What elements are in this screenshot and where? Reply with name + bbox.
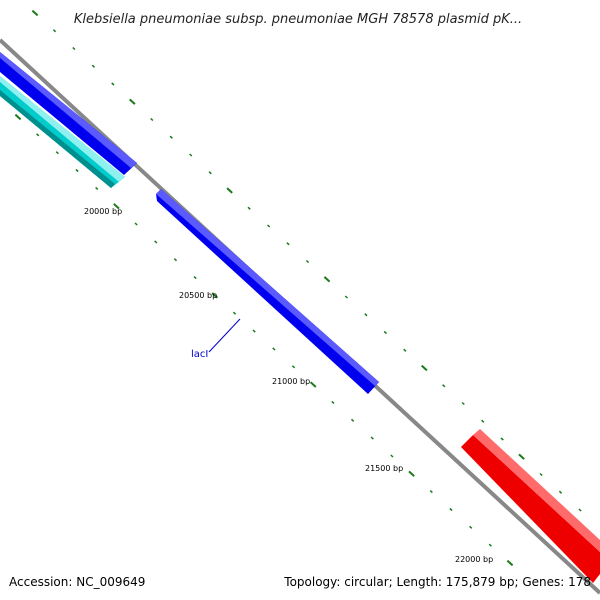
minor-tick-mark <box>95 186 99 190</box>
gene-arrow-highlight <box>156 189 379 386</box>
gene-arrow-highlight <box>473 429 600 552</box>
minor-tick-mark <box>429 490 433 494</box>
minor-tick-mark <box>52 29 57 33</box>
minor-tick-mark <box>383 330 387 335</box>
tick-label-21000: 21000 bp <box>272 377 310 386</box>
minor-tick-mark <box>539 472 543 477</box>
minor-tick-mark <box>481 419 485 423</box>
genome-summary-text: Topology: circular; Length: 175,879 bp; … <box>283 575 591 589</box>
minor-tick-mark <box>75 168 79 173</box>
minor-tick-mark <box>193 276 197 280</box>
minor-tick-mark <box>247 206 251 210</box>
minor-tick-mark <box>390 454 394 458</box>
major-tick-mark <box>14 113 22 121</box>
minor-tick-mark <box>500 437 504 441</box>
minor-tick-mark <box>291 365 296 369</box>
minor-tick-mark <box>370 436 374 440</box>
minor-tick-mark <box>252 329 256 333</box>
minor-tick-mark <box>558 490 563 494</box>
gene-label-leader <box>208 318 241 353</box>
gene-feature-1[interactable] <box>0 52 137 175</box>
minor-tick-mark <box>578 508 582 512</box>
gene-arrow-highlight <box>0 52 137 168</box>
major-tick-mark <box>309 381 317 388</box>
minor-tick-mark <box>173 258 178 262</box>
gene-arrow-highlight <box>0 76 125 182</box>
minor-tick-mark <box>208 171 212 175</box>
major-tick-mark <box>129 98 136 105</box>
minor-tick-mark <box>91 64 96 68</box>
minor-tick-mark <box>305 259 310 264</box>
minor-tick-mark <box>488 543 492 547</box>
gene-feature-2[interactable] <box>0 76 125 188</box>
gene-arrow-shadow <box>0 90 115 188</box>
minor-tick-mark <box>111 82 115 86</box>
minor-tick-mark <box>169 135 173 139</box>
minor-tick-mark <box>189 153 193 157</box>
minor-tick-mark <box>72 46 76 51</box>
major-tick-mark <box>31 9 39 17</box>
minor-tick-mark <box>403 348 407 352</box>
minor-tick-mark <box>286 242 290 246</box>
minor-tick-mark <box>232 311 237 315</box>
gene-feature-4[interactable] <box>461 429 600 583</box>
gene-label-lacI[interactable]: lacI <box>191 349 208 360</box>
major-tick-mark <box>506 559 514 567</box>
minor-tick-mark <box>154 240 158 244</box>
major-tick-mark <box>113 203 120 210</box>
gene-arrow-body <box>461 435 600 583</box>
minor-tick-mark <box>461 401 465 406</box>
minor-tick-mark <box>449 507 453 512</box>
tick-label-20000: 20000 bp <box>84 207 122 216</box>
minor-tick-mark <box>331 400 335 404</box>
accession-text: Accession: NC_009649 <box>9 575 145 589</box>
major-tick-mark <box>518 453 525 460</box>
minor-tick-mark <box>350 418 355 422</box>
minor-tick-mark <box>344 295 349 299</box>
major-tick-mark <box>211 292 219 299</box>
major-tick-mark <box>421 364 428 372</box>
minor-tick-mark <box>469 525 473 529</box>
gene-feature-lacI[interactable] <box>156 189 379 394</box>
tick-label-22000: 22000 bp <box>455 555 493 564</box>
minor-tick-mark <box>272 347 276 351</box>
minor-tick-mark <box>266 224 271 228</box>
minor-tick-mark <box>150 117 154 122</box>
minor-tick-mark <box>36 133 40 137</box>
major-tick-mark <box>323 276 331 283</box>
tick-label-21500: 21500 bp <box>365 464 403 473</box>
inner-tick-track <box>14 113 514 567</box>
minor-tick-mark <box>134 222 138 226</box>
tick-label-20500: 20500 bp <box>179 291 217 300</box>
minor-tick-mark <box>55 151 59 155</box>
outer-tick-track <box>31 9 582 512</box>
map-title: Klebsiella pneumoniae subsp. pneumoniae … <box>74 12 522 27</box>
minor-tick-mark <box>442 384 446 388</box>
major-tick-mark <box>408 470 415 477</box>
minor-tick-mark <box>364 313 368 317</box>
major-tick-mark <box>226 187 233 194</box>
